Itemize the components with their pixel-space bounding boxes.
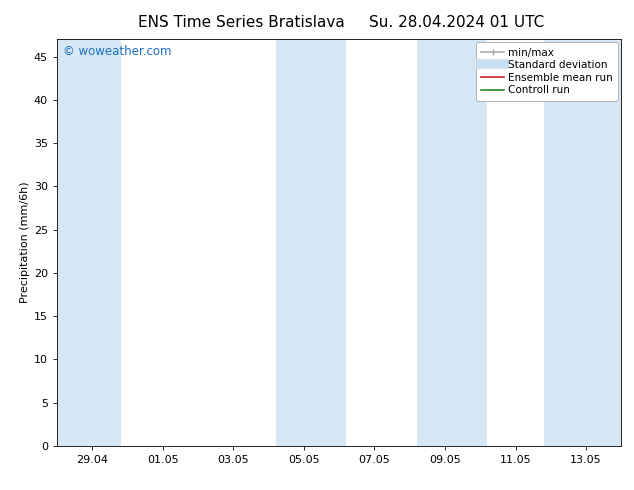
Y-axis label: Precipitation (mm/6h): Precipitation (mm/6h): [20, 182, 30, 303]
Text: ENS Time Series Bratislava: ENS Time Series Bratislava: [138, 15, 344, 30]
Text: Su. 28.04.2024 01 UTC: Su. 28.04.2024 01 UTC: [369, 15, 544, 30]
Bar: [544, 39, 625, 446]
Legend: min/max, Standard deviation, Ensemble mean run, Controll run: min/max, Standard deviation, Ensemble me…: [476, 42, 618, 100]
Bar: [417, 39, 488, 446]
Text: © woweather.com: © woweather.com: [63, 45, 171, 58]
Bar: [276, 39, 346, 446]
Bar: [53, 39, 120, 446]
